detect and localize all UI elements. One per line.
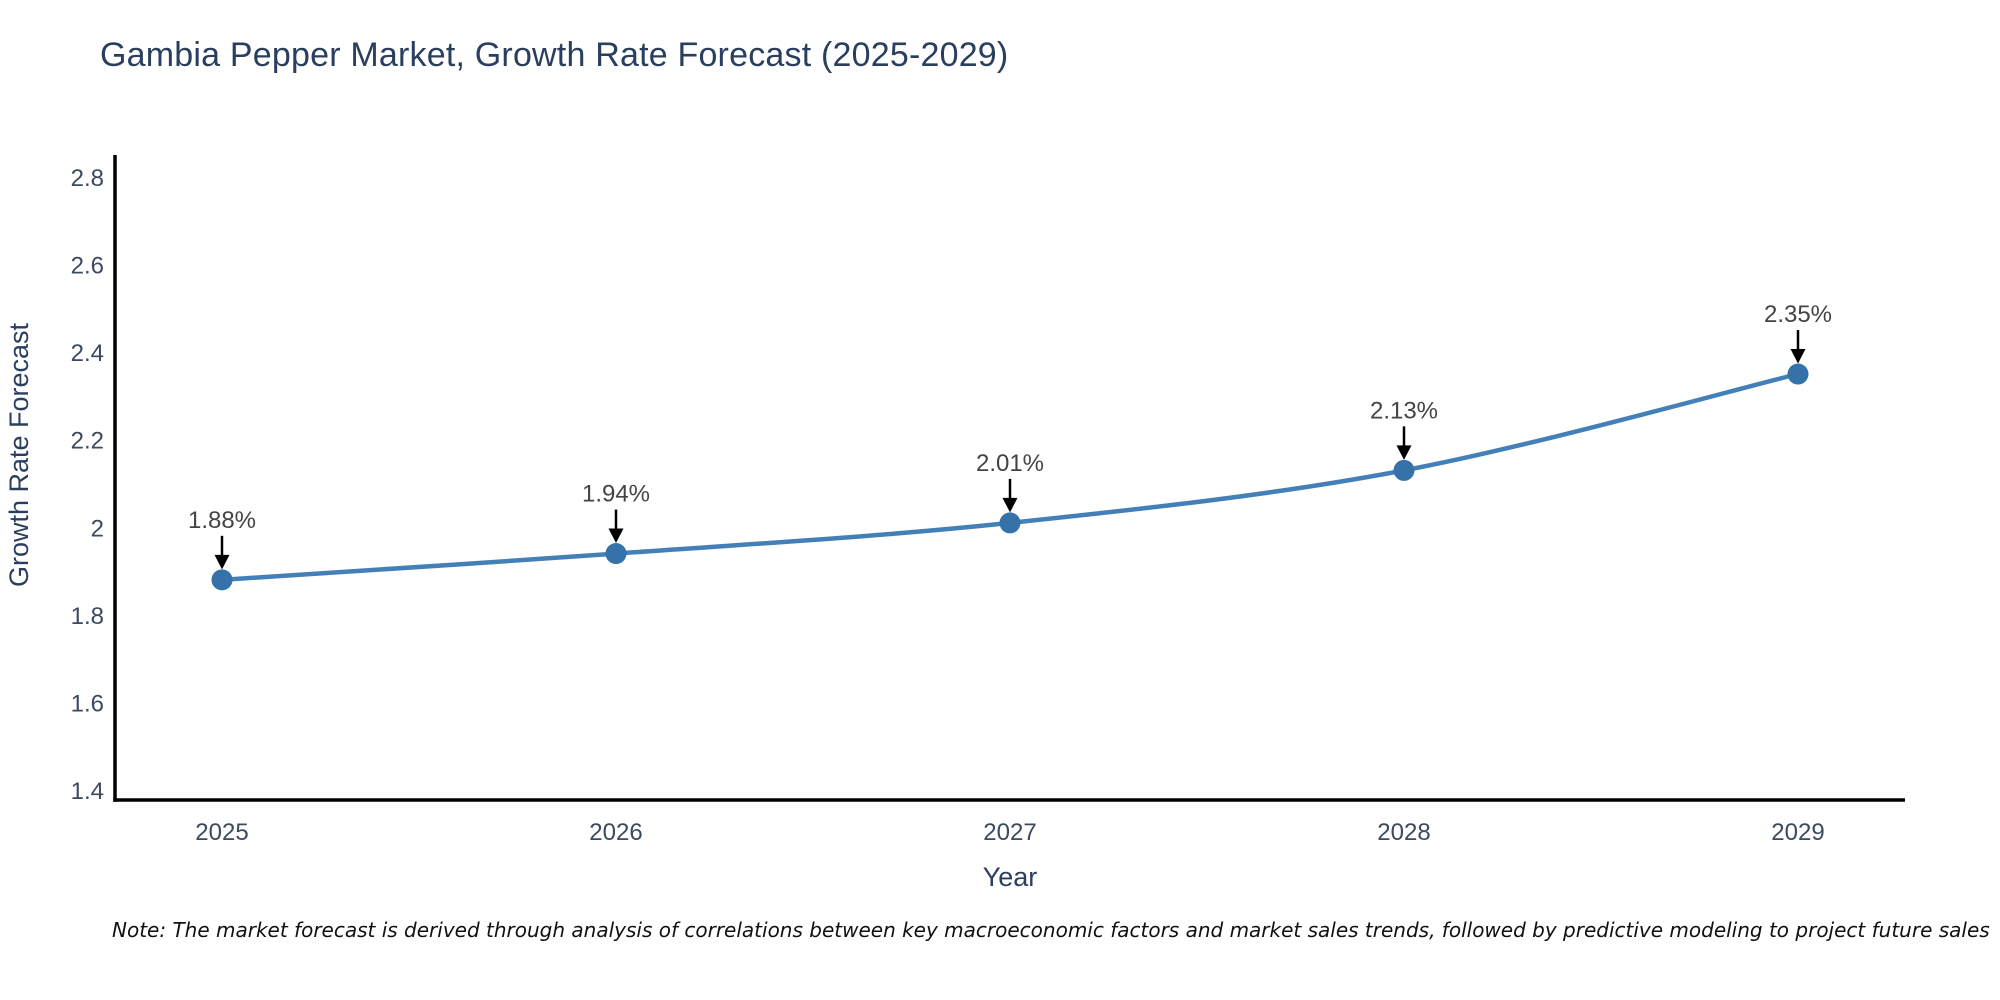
data-point-marker: [605, 543, 627, 565]
x-tick-label: 2029: [1771, 819, 1824, 846]
annotation-arrow-head: [608, 528, 624, 544]
x-tick-label: 2026: [589, 819, 642, 846]
y-tick-label: 1.8: [71, 603, 104, 630]
x-tick-label: 2027: [983, 819, 1036, 846]
data-point-marker: [1393, 459, 1415, 481]
point-value-label: 1.94%: [582, 481, 650, 508]
data-point-marker: [211, 569, 233, 591]
x-tick-label: 2025: [195, 819, 248, 846]
point-value-label: 2.13%: [1370, 397, 1438, 424]
y-tick-label: 2.2: [71, 428, 104, 455]
data-point-marker: [999, 512, 1021, 534]
y-axis-title: Growth Rate Forecast: [4, 322, 34, 587]
chart-title: Gambia Pepper Market, Growth Rate Foreca…: [100, 36, 1009, 74]
footnote: Note: The market forecast is derived thr…: [112, 918, 1990, 942]
point-value-label: 2.35%: [1764, 301, 1832, 328]
y-tick-label: 1.4: [71, 778, 104, 805]
data-point-marker: [1787, 363, 1809, 385]
y-tick-label: 2.6: [71, 253, 104, 280]
x-tick-label: 2028: [1377, 819, 1430, 846]
annotation-arrow-head: [1002, 497, 1018, 513]
x-axis-title: Year: [983, 862, 1038, 892]
y-tick-label: 1.6: [71, 690, 104, 717]
point-value-label: 1.88%: [188, 507, 256, 534]
y-tick-label: 2.8: [71, 165, 104, 192]
point-value-label: 2.01%: [976, 450, 1044, 477]
annotation-arrow-head: [214, 554, 230, 570]
y-tick-label: 2: [91, 515, 104, 542]
y-tick-label: 2.4: [71, 340, 104, 367]
annotation-arrow-head: [1396, 445, 1412, 460]
annotation-arrow-head: [1790, 349, 1806, 364]
